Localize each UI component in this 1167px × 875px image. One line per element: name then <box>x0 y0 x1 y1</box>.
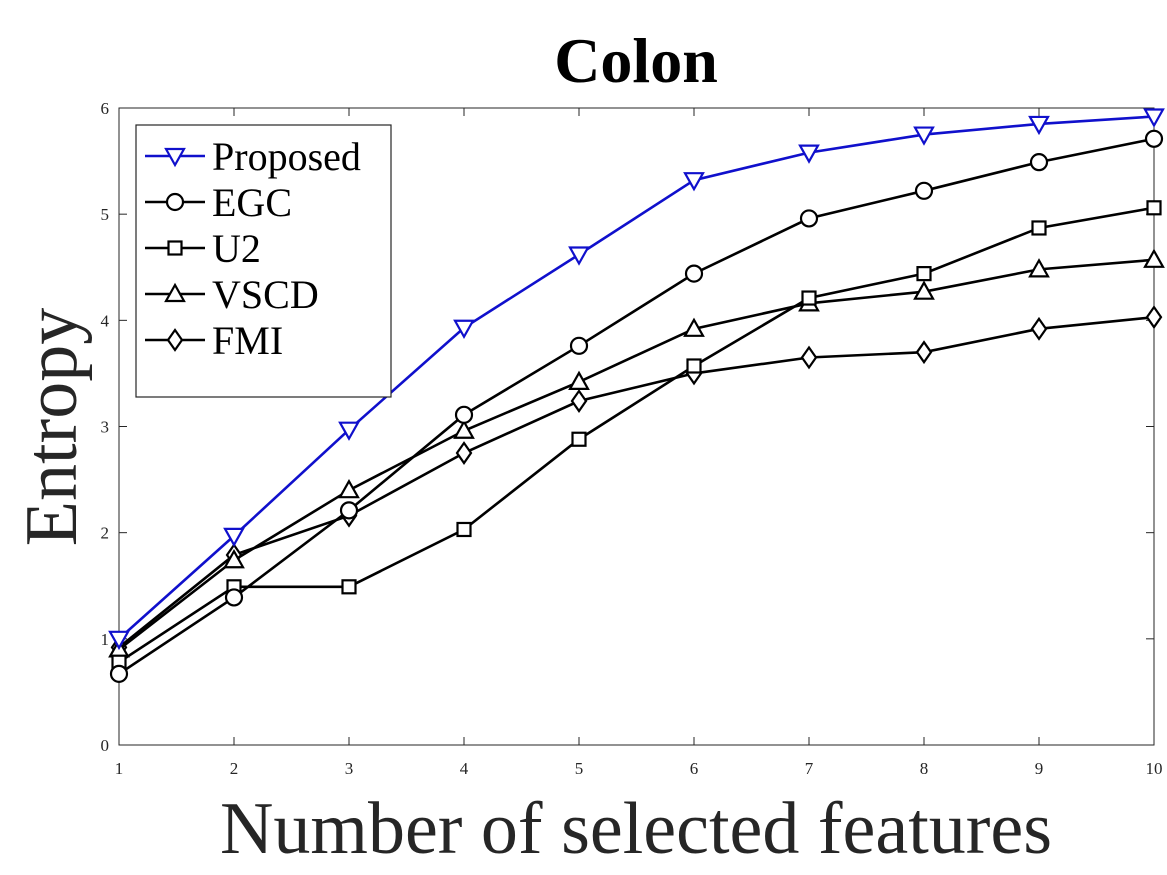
data-point <box>798 144 820 164</box>
data-point <box>571 431 587 447</box>
legend-item: U2 <box>145 226 261 271</box>
data-point <box>1143 248 1165 268</box>
data-point <box>1031 220 1047 236</box>
data-point <box>1030 316 1048 341</box>
legend-marker <box>165 192 185 212</box>
legend-marker <box>166 328 184 352</box>
data-point <box>455 441 473 465</box>
data-point <box>799 209 819 228</box>
legend-marker <box>164 282 186 303</box>
data-point <box>913 280 935 300</box>
legend-box <box>135 124 392 398</box>
series-layer <box>108 108 1165 683</box>
data-point <box>686 358 702 374</box>
data-point <box>341 579 357 595</box>
legend-label: Proposed <box>212 134 361 179</box>
data-point <box>800 345 818 370</box>
y-tick-label: 0 <box>101 736 110 755</box>
x-axis-label: Number of selected features <box>220 788 1052 870</box>
legend-item: Proposed <box>145 134 361 179</box>
x-tick-label: 3 <box>345 759 354 778</box>
data-point <box>916 266 932 282</box>
data-point <box>1029 153 1049 172</box>
legend-label: FMI <box>212 318 283 363</box>
data-point <box>338 478 360 499</box>
series-line <box>118 137 1155 675</box>
data-point <box>914 181 934 200</box>
data-point <box>1146 200 1162 216</box>
data-point <box>454 405 474 424</box>
legend-item: VSCD <box>145 272 319 317</box>
legend-label: VSCD <box>212 272 319 317</box>
legend-item: FMI <box>145 318 283 363</box>
legend-marker <box>164 147 186 168</box>
data-point <box>683 317 705 337</box>
series-proposed <box>108 108 1165 651</box>
data-point <box>683 172 705 192</box>
data-point <box>1028 115 1050 136</box>
legend-marker <box>167 240 183 256</box>
x-tick-label: 6 <box>690 759 699 778</box>
data-point <box>570 389 588 413</box>
chart-title: Colon <box>554 25 718 96</box>
data-point <box>456 521 472 538</box>
x-tick-label: 5 <box>575 759 584 778</box>
x-tick-label: 7 <box>805 759 814 778</box>
data-point <box>224 588 244 607</box>
data-point <box>453 419 475 439</box>
series-line <box>118 258 1155 651</box>
data-point <box>568 246 590 266</box>
legend-label: U2 <box>212 226 261 271</box>
data-point <box>338 421 360 441</box>
series-line <box>118 115 1155 640</box>
y-tick-label: 3 <box>101 418 110 437</box>
x-tick-label: 10 <box>1146 759 1163 778</box>
y-tick-label: 1 <box>101 630 110 649</box>
data-point <box>1144 129 1164 148</box>
data-point <box>915 340 933 365</box>
series-line <box>118 206 1155 664</box>
y-tick-label: 5 <box>101 205 110 224</box>
data-point <box>223 527 245 548</box>
data-point <box>569 336 589 355</box>
data-point <box>109 664 129 683</box>
x-tick-label: 4 <box>460 759 469 778</box>
data-point <box>1143 108 1165 128</box>
y-axis-label: Entropy <box>11 308 93 546</box>
legend-label: EGC <box>212 180 292 225</box>
data-point <box>223 549 245 569</box>
series-line <box>118 315 1155 649</box>
data-point <box>339 501 359 520</box>
data-point <box>108 630 130 651</box>
data-point <box>913 126 935 146</box>
x-tick-label: 2 <box>230 759 239 778</box>
x-tick-label: 9 <box>1035 759 1044 778</box>
data-point <box>453 319 475 340</box>
x-tick-label: 1 <box>115 759 124 778</box>
y-tick-label: 6 <box>101 99 110 118</box>
data-point <box>801 290 817 306</box>
data-point <box>1145 305 1163 330</box>
x-tick-label: 8 <box>920 759 929 778</box>
legend-item: EGC <box>145 180 292 225</box>
y-tick-label: 4 <box>101 311 110 330</box>
y-tick-label: 2 <box>101 524 110 543</box>
data-point <box>568 370 590 391</box>
data-point <box>1028 258 1050 278</box>
data-point <box>684 264 704 283</box>
series-egc <box>109 129 1164 683</box>
